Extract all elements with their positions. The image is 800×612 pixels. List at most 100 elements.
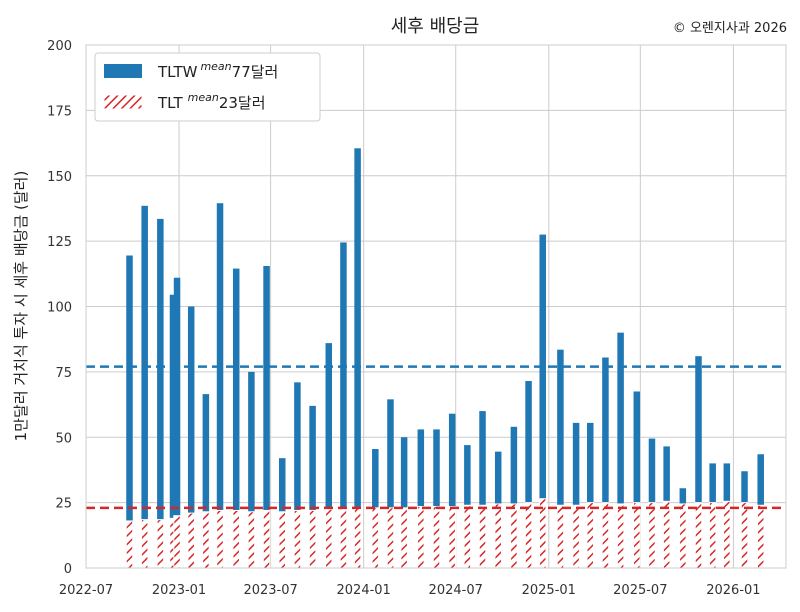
bar-tltw [126,255,133,568]
bar-tltw [263,265,270,568]
bar-tltw [539,234,546,568]
y-tick-label: 25 [55,497,72,512]
bar-tltw [448,413,456,568]
y-tick-label: 200 [47,39,72,54]
bar-tlt [586,502,595,569]
bar-tltw [309,405,316,568]
bar-tltw [602,357,609,568]
bar-tlt [694,502,703,569]
bar-tlt [601,502,610,569]
bar-tlt [216,509,224,569]
chart-title: 세후 배당금 [391,16,480,37]
y-axis-label: 1만달러 거치식 투자 시 세후 배당금 (달러) [12,171,30,442]
bar-tlt [417,506,425,569]
bar-tlt [679,503,687,569]
bar-tlt [740,502,749,569]
bar-tltw [173,277,181,568]
bar-tltw [340,242,347,568]
x-axis-ticks: 2022-07 2023-01 2023-07 2024-01 2024-07 2025-… [59,583,761,598]
legend-label-tlt-sup: mean [188,91,219,104]
bar-tltw [169,294,177,568]
mean-lines [86,365,786,510]
bar-tlt [400,507,408,569]
tltw-bars [126,148,764,569]
bar-tlt [572,504,580,569]
bar-tltw [695,356,702,568]
bar-tlt [262,509,271,569]
bar-tlt [371,507,380,569]
bar-tlt [478,504,487,569]
bar-tltw [248,371,255,568]
bar-tlt [510,503,518,569]
bar-tlt [432,506,441,569]
legend-box [94,52,321,122]
legend-label-tlt-name: TLT [157,94,183,112]
bar-tltw [232,268,240,568]
bar-tlt [524,502,533,569]
legend-swatch-tltw [104,64,142,78]
legend-label-tltw-suffix: 77달러 [232,63,279,81]
x-tick-label: 2024-07 [429,583,483,598]
y-axis-ticks: 0 25 50 75 100 125 150 175 200 [47,39,72,577]
bar-tlt [616,503,625,569]
bar-tltw [587,422,594,568]
legend-label-tltw: TLTW mean77달러 [157,60,278,81]
bar-tltw [400,437,408,568]
bar-tltw [633,391,641,568]
x-tick-label: 2023-07 [243,583,297,598]
bar-tlt [278,511,286,569]
legend-label-tlt: TLT mean23달러 [157,91,266,112]
x-tick-label: 2022-07 [59,583,113,598]
bar-tlt [140,519,149,569]
bar-tlt [308,509,317,569]
bar-tltw [325,343,333,568]
legend: TLTW mean77달러 TLT mean23달러 [94,52,321,122]
bar-tltw [572,422,580,568]
legend-label-tltw-name: TLTW [157,63,198,81]
bar-tltw [525,381,532,568]
y-tick-label: 100 [47,301,72,316]
bar-tlt [648,502,656,569]
bar-tlt [156,519,165,569]
bar-tlt [232,509,240,569]
bar-tlt [463,504,472,569]
bar-tltw [387,399,394,568]
bar-tltw [294,382,301,568]
legend-label-tltw-sup: mean [200,60,231,73]
bar-tlt [173,515,181,569]
y-tick-label: 50 [55,431,72,446]
bar-tlt [448,506,456,569]
bar-tlt [723,500,731,569]
bar-tltw [417,429,425,568]
y-tick-label: 175 [47,104,72,119]
x-tick-label: 2026-01 [706,583,760,598]
x-tick-label: 2024-01 [337,583,391,598]
bar-tlt [494,503,502,569]
bar-tlt [708,502,717,569]
bar-tlt [556,504,565,569]
bar-tltw [141,205,148,568]
bar-tltw [557,349,564,568]
bar-tltw [510,426,518,568]
copyright-notice: © 오렌지사과 2026 [673,21,787,36]
plot-area [85,44,787,569]
y-tick-label: 150 [47,170,72,185]
bar-tltw [157,218,164,568]
bar-tlt [202,511,210,569]
bar-tlt [662,500,671,569]
bar-tltw [187,306,195,568]
bar-tlt [293,509,302,569]
bar-tlt [756,504,765,569]
legend-swatch-tlt [103,94,143,110]
y-tick-label: 125 [47,235,72,250]
plot-frame [85,44,787,569]
x-tick-label: 2023-01 [152,583,206,598]
bar-tlt [633,502,641,569]
bar-tlt [353,507,362,569]
legend-label-tlt-suffix: 23달러 [219,94,266,112]
bar-tlt [386,507,395,569]
x-tick-label: 2025-07 [613,583,667,598]
bar-tlt [125,520,134,569]
bar-tlt [187,512,195,569]
